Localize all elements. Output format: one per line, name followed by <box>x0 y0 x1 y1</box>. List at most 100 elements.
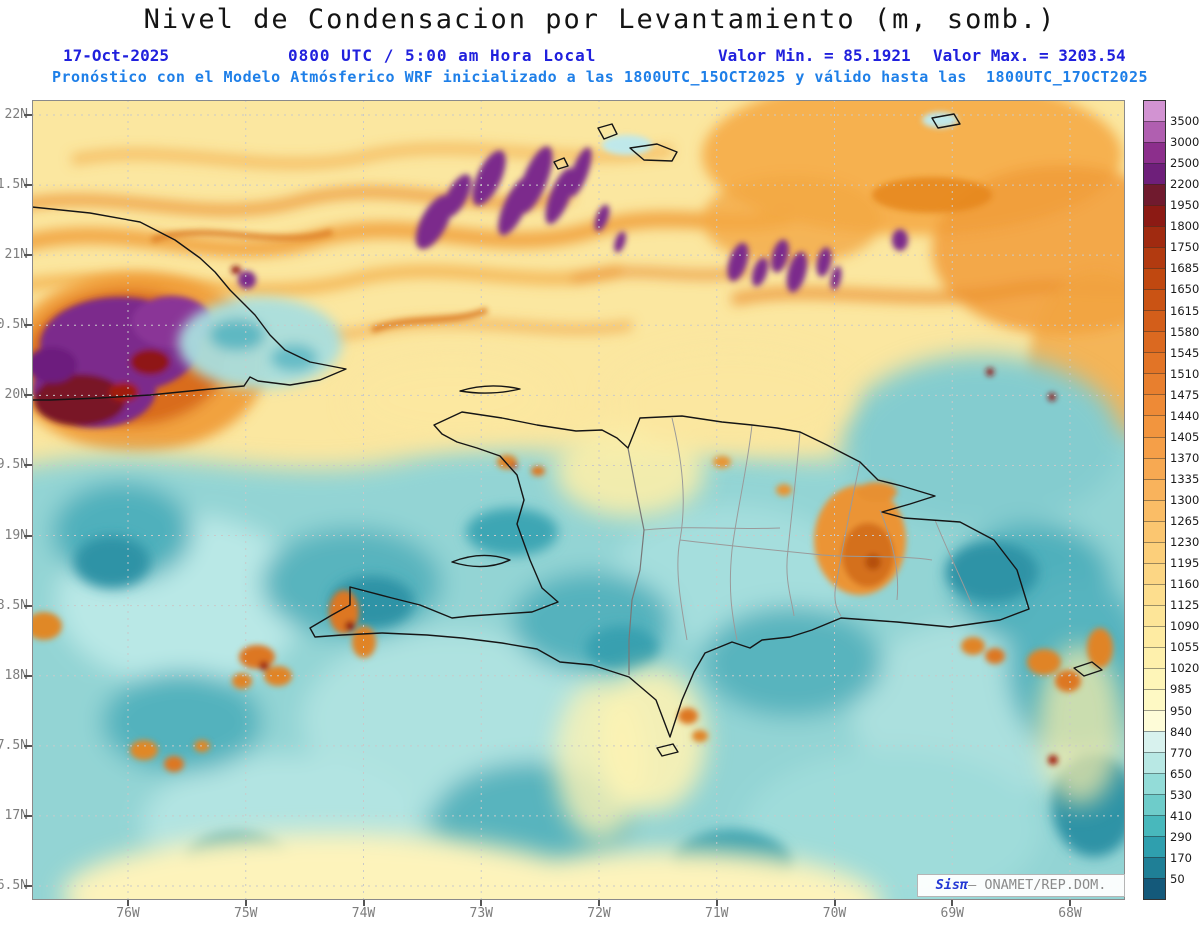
colorbar-tick-label: 1580 <box>1170 324 1200 339</box>
colorbar-tick-label: 1615 <box>1170 303 1200 318</box>
colorbar-segment <box>1144 499 1165 521</box>
colorbar-segment <box>1144 436 1165 458</box>
colorbar-tick-label: 770 <box>1170 745 1192 760</box>
lon-tick-mark <box>598 900 600 906</box>
colorbar-tick-label: 1750 <box>1170 240 1200 255</box>
colorbar-segment <box>1144 352 1165 374</box>
colorbar-segment <box>1144 268 1165 290</box>
colorbar-segment <box>1144 541 1165 563</box>
watermark-agency: – ONAMET/REP.DOM. <box>968 877 1107 893</box>
lon-tick-label: 68W <box>1058 906 1082 921</box>
colorbar-tick-label: 410 <box>1170 808 1192 823</box>
colorbar-segment <box>1144 101 1165 122</box>
colorbar-segment <box>1144 857 1165 879</box>
colorbar-tick-label: 2200 <box>1170 177 1200 192</box>
value-min-label: Valor Min. = 85.1921 <box>718 46 911 65</box>
header-meta-row: 17-Oct-2025 0800 UTC / 5:00 am Hora Loca… <box>0 46 1200 66</box>
colorbar-segment <box>1144 289 1165 311</box>
turks-caicos-1 <box>597 123 618 140</box>
colorbar-segment <box>1144 457 1165 479</box>
colorbar-segment <box>1144 646 1165 668</box>
colorbar-segment <box>1144 751 1165 773</box>
colorbar-tick-label: 840 <box>1170 724 1192 739</box>
colorbar-tick-label: 950 <box>1170 703 1192 718</box>
colorbar-segment <box>1144 583 1165 605</box>
colorbar-segment <box>1144 142 1165 164</box>
lat-tick-label: 22N <box>4 107 28 122</box>
lon-tick-label: 70W <box>822 906 847 921</box>
colorbar-tick-label: 1370 <box>1170 450 1200 465</box>
lat-tick-label: 20N <box>4 387 28 403</box>
valid-time: 0800 UTC / 5:00 am Hora Local <box>288 46 597 65</box>
lat-tick-mark <box>24 184 32 187</box>
gonave-island <box>451 554 511 568</box>
colorbar-segment <box>1144 415 1165 437</box>
haiti-dr-border <box>627 447 645 675</box>
colorbar-tick-label: 290 <box>1170 829 1192 844</box>
turks-caicos-2 <box>629 143 678 162</box>
lon-tick-mark <box>127 900 129 906</box>
colorbar-segment <box>1144 625 1165 647</box>
lon-tick-label: 74W <box>351 906 376 921</box>
colorbar-segment <box>1144 226 1165 248</box>
lat-tick-label: 7.5N <box>0 737 28 753</box>
lat-tick-mark <box>24 885 32 887</box>
colorbar-tick-label: 1650 <box>1170 282 1200 297</box>
colorbar-tick-label: 985 <box>1170 682 1192 697</box>
colorbar-segment <box>1144 394 1165 416</box>
lon-tick-label: 75W <box>234 906 258 921</box>
lon-tick-mark <box>715 900 718 906</box>
lon-tick-mark <box>833 900 836 906</box>
colorbar-tick-label: 650 <box>1170 766 1192 781</box>
lat-tick-mark <box>24 464 32 467</box>
colorbar-tick-label: 1125 <box>1170 598 1200 613</box>
lon-tick-mark <box>244 900 247 906</box>
hispaniola-coastline <box>309 411 1030 738</box>
lat-tick-mark <box>24 674 32 677</box>
lon-tick-mark <box>951 900 954 906</box>
colorbar-segment <box>1144 478 1165 500</box>
colorbar-tick-label: 1090 <box>1170 619 1200 634</box>
colorbar-tick-label: 1265 <box>1170 514 1200 529</box>
lon-tick-label: 71W <box>705 906 729 921</box>
purple-band-cluster <box>415 146 908 293</box>
lat-tick-mark <box>24 744 32 747</box>
colorbar-tick-label: 2500 <box>1170 156 1200 171</box>
page-title: Nivel de Condensacion por Levantamiento … <box>143 4 1057 35</box>
colorbar-segment <box>1144 604 1165 626</box>
colorbar-segment <box>1144 688 1165 710</box>
lat-tick-mark <box>24 114 32 116</box>
orange-spot-cluster <box>32 112 1113 772</box>
lat-tick-label: 21N <box>4 247 28 263</box>
cuba-max-core <box>32 266 256 428</box>
colorbar-segment <box>1144 667 1165 689</box>
colorbar-tick-label: 530 <box>1170 787 1192 802</box>
colorbar-tick-label: 1510 <box>1170 366 1200 381</box>
colorbar-segment <box>1144 310 1165 332</box>
lat-tick-mark <box>24 534 32 537</box>
colorbar-tick-label: 50 <box>1170 871 1185 886</box>
colorbar-segment <box>1144 121 1165 143</box>
forecast-line: Pronóstico con el Modelo Atmósferico WRF… <box>51 68 1149 86</box>
colorbar-tick-label: 1020 <box>1170 661 1200 676</box>
lat-tick-mark <box>24 324 32 327</box>
colorbar-segment <box>1144 562 1165 584</box>
lat-tick-label: 8.5N <box>0 597 28 613</box>
lat-tick-mark <box>24 814 32 817</box>
lon-tick-mark <box>480 900 483 906</box>
colorbar-tick-label: 3000 <box>1170 135 1200 150</box>
lat-tick-label: 18N <box>4 667 28 683</box>
lat-tick-label: 6.5N <box>0 878 28 893</box>
colorbar <box>1143 100 1166 900</box>
watermark: Sisπ– ONAMET/REP.DOM. <box>917 874 1125 897</box>
lon-tick-mark <box>1069 900 1071 906</box>
colorbar-tick-label: 1055 <box>1170 640 1200 655</box>
beata-island <box>656 743 679 757</box>
lon-tick-label: 76W <box>116 906 140 921</box>
colorbar-segment <box>1144 815 1165 837</box>
lat-tick-label: 1.5N <box>0 177 28 193</box>
colorbar-tick-label: 1950 <box>1170 198 1200 213</box>
watermark-logo: Sisπ <box>935 877 969 893</box>
lat-tick-mark <box>24 394 32 397</box>
